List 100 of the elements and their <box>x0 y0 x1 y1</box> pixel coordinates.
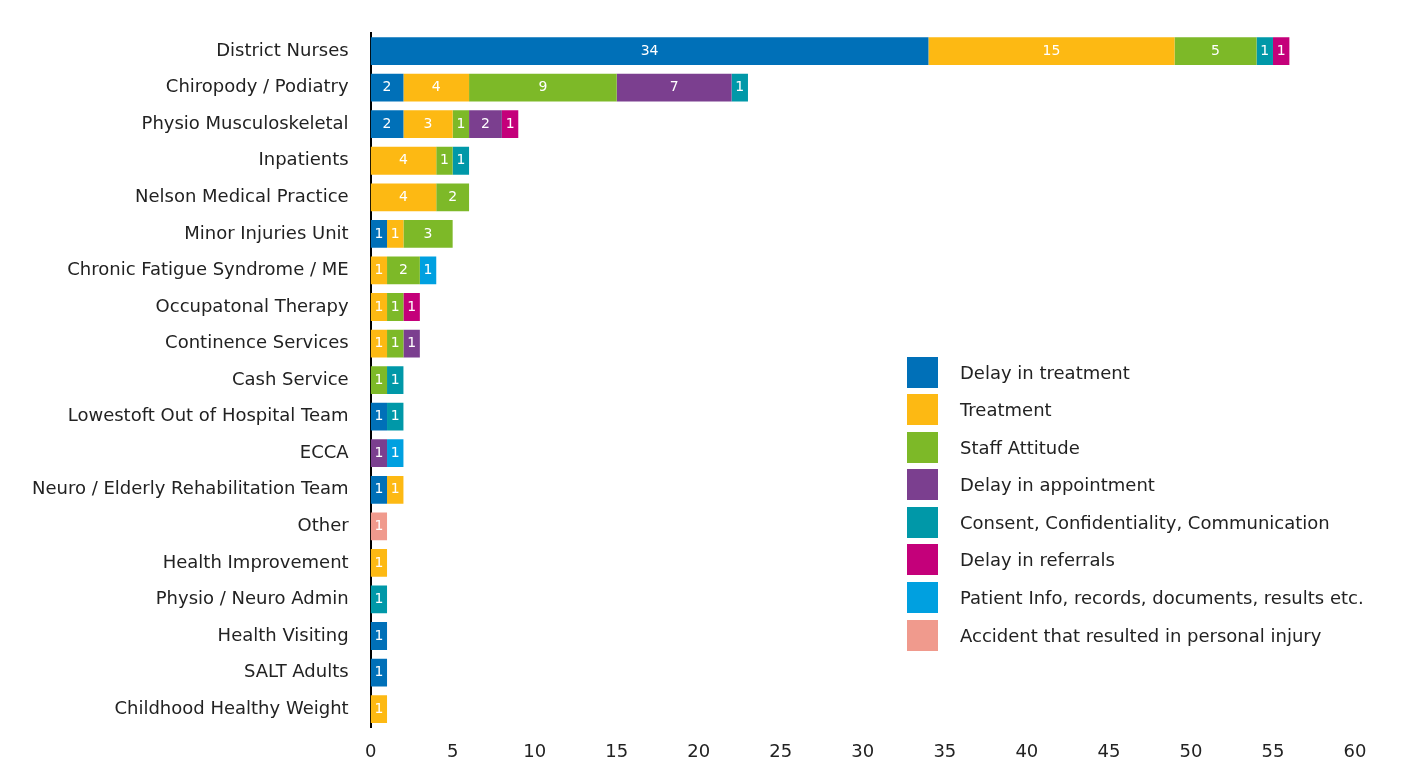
data-label: 1 <box>1276 41 1286 58</box>
x-tick-label: 10 <box>523 739 547 761</box>
bar <box>370 512 388 541</box>
data-label: 3 <box>423 224 433 241</box>
data-label: 1 <box>390 297 400 314</box>
data-label: 1 <box>407 297 417 314</box>
x-tick-label: 0 <box>364 739 377 761</box>
data-label: 1 <box>374 553 384 570</box>
legend-label: Staff Attitude <box>960 436 1080 458</box>
data-label: 1 <box>374 334 384 351</box>
y-tick-label: Chiropody / Podiatry <box>165 75 349 97</box>
data-label: 1 <box>390 224 400 241</box>
bar <box>452 146 470 175</box>
x-tick-label: 40 <box>1015 739 1039 761</box>
data-label: 1 <box>390 407 400 424</box>
data-label: 1 <box>374 224 384 241</box>
x-tick-label: 5 <box>446 739 459 761</box>
y-tick-label: District Nurses <box>216 38 349 60</box>
bar <box>403 293 420 321</box>
data-label: 1 <box>390 443 400 460</box>
data-label: 4 <box>431 78 441 95</box>
bar <box>370 439 388 468</box>
bar <box>370 293 388 321</box>
x-tick-label: 35 <box>933 739 957 761</box>
data-label: 1 <box>374 443 384 460</box>
bar <box>469 110 502 139</box>
y-tick-label: Health Improvement <box>162 550 349 572</box>
data-label: 1 <box>423 261 433 278</box>
y-tick-label: Physio Musculoskeletal <box>141 111 349 133</box>
y-tick-label: ECCA <box>299 440 350 462</box>
bar <box>370 110 404 139</box>
bar <box>403 110 453 139</box>
data-label: 34 <box>640 41 659 58</box>
x-tick-label: 45 <box>1097 739 1121 761</box>
bar <box>370 549 388 577</box>
x-tick-label: 20 <box>687 739 711 761</box>
y-tick-label: Other <box>297 514 350 535</box>
data-label: 1 <box>374 590 384 607</box>
data-label: 1 <box>374 480 384 497</box>
data-label: 1 <box>374 407 384 424</box>
data-label: 2 <box>382 78 392 95</box>
bar <box>370 183 437 212</box>
bar <box>469 73 617 102</box>
data-label: 1 <box>390 480 400 497</box>
bar <box>370 402 388 431</box>
data-label: 2 <box>481 114 490 131</box>
y-tick-label: Cash Service <box>231 367 349 389</box>
data-label: 1 <box>390 370 400 387</box>
x-tick-label: 50 <box>1179 739 1203 761</box>
data-label: 7 <box>669 78 679 95</box>
data-label: 1 <box>439 151 449 168</box>
y-tick-label: Minor Injuries Unit <box>184 221 349 243</box>
legend-label: Patient Info, records, documents, results etc. <box>960 587 1364 609</box>
data-label: 1 <box>374 370 384 387</box>
data-label: 1 <box>456 114 466 131</box>
data-label: 1 <box>407 334 417 351</box>
data-label: 1 <box>374 699 384 716</box>
y-tick-label: Chronic Fatigue Syndrome / ME <box>67 258 349 280</box>
data-label: 15 <box>1042 41 1061 58</box>
legend-label: Accident that resulted in personal injury <box>960 624 1322 646</box>
x-tick-label: 55 <box>1261 739 1285 761</box>
data-label: 1 <box>505 114 515 131</box>
bar <box>370 146 437 175</box>
bar <box>387 256 420 285</box>
x-tick-label: 60 <box>1343 739 1367 761</box>
data-label: 1 <box>374 663 384 680</box>
y-tick-label: Continence Services <box>165 331 349 353</box>
data-label: 2 <box>398 261 408 278</box>
bar <box>436 146 453 175</box>
y-tick-label: Nelson Medical Practice <box>134 184 349 206</box>
legend-label: Delay in appointment <box>960 474 1155 496</box>
y-tick-label: SALT Adults <box>244 660 349 682</box>
bar <box>1256 37 1273 65</box>
data-label: 1 <box>1260 41 1270 58</box>
data-label: 3 <box>423 114 433 131</box>
bar <box>436 183 470 212</box>
bar <box>370 475 388 504</box>
bar <box>370 695 388 724</box>
data-label: 4 <box>398 187 408 204</box>
legend-label: Delay in referrals <box>960 549 1115 571</box>
data-label: 2 <box>382 114 392 131</box>
y-tick-label: Childhood Healthy Weight <box>114 696 349 718</box>
bar <box>928 37 1175 65</box>
y-tick-label: Inpatients <box>258 148 349 170</box>
x-tick-label: 15 <box>605 739 629 761</box>
data-label: 1 <box>374 626 384 643</box>
data-label: 5 <box>1211 41 1221 58</box>
y-tick-label: Lowestoft Out of Hospital Team <box>67 404 349 426</box>
y-tick-label: Health Visiting <box>217 623 349 645</box>
bar <box>370 73 404 102</box>
y-tick-label: Physio / Neuro Admin <box>155 587 349 609</box>
x-tick-label: 25 <box>769 739 793 761</box>
bar <box>370 622 388 650</box>
legend-label: Consent, Confidentiality, Communication <box>960 511 1330 533</box>
legend-label: Delay in treatment <box>960 361 1130 383</box>
bar <box>616 73 732 102</box>
bar <box>403 73 470 102</box>
bar <box>731 73 748 102</box>
bar <box>452 110 470 139</box>
y-tick-label: Occupatonal Therapy <box>155 294 349 316</box>
